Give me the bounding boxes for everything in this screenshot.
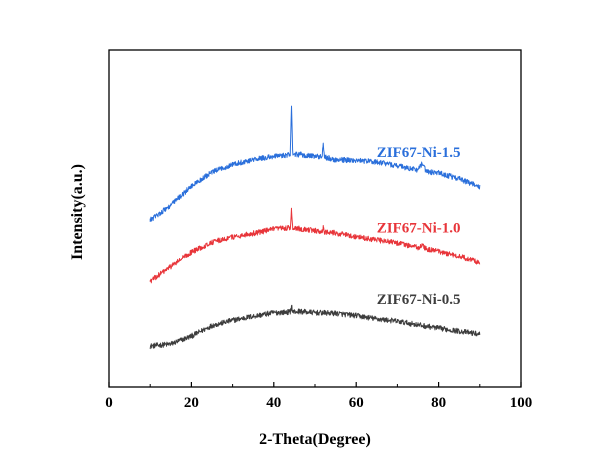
x-tick-label: 0	[105, 395, 113, 411]
plot-frame	[108, 49, 522, 388]
series-label: ZIF67-Ni-1.0	[377, 220, 461, 236]
series-layer	[149, 105, 481, 350]
x-tick-label: 40	[266, 395, 281, 411]
x-tick-label: 80	[431, 395, 446, 411]
x-axis-title: 2-Theta(Degree)	[259, 431, 371, 448]
series-line-zif67-ni-0-5	[149, 304, 481, 350]
x-tick-label: 100	[510, 395, 533, 411]
x-tick-label: 20	[184, 395, 199, 411]
series-line-zif67-ni-1-5	[149, 105, 481, 222]
series-label: ZIF67-Ni-1.5	[377, 145, 461, 161]
series-label-layer: ZIF67-Ni-0.5 ZIF67-Ni-1.0 ZIF67-Ni-1.5	[377, 145, 461, 308]
x-axis-ticks: 0 20 40 60 80 100	[105, 382, 532, 411]
y-axis-title: Intensity(a.u.)	[69, 164, 86, 260]
series-line-zif67-ni-1-0	[149, 207, 481, 284]
x-tick-label: 60	[349, 395, 364, 411]
series-label: ZIF67-Ni-0.5	[377, 292, 461, 308]
